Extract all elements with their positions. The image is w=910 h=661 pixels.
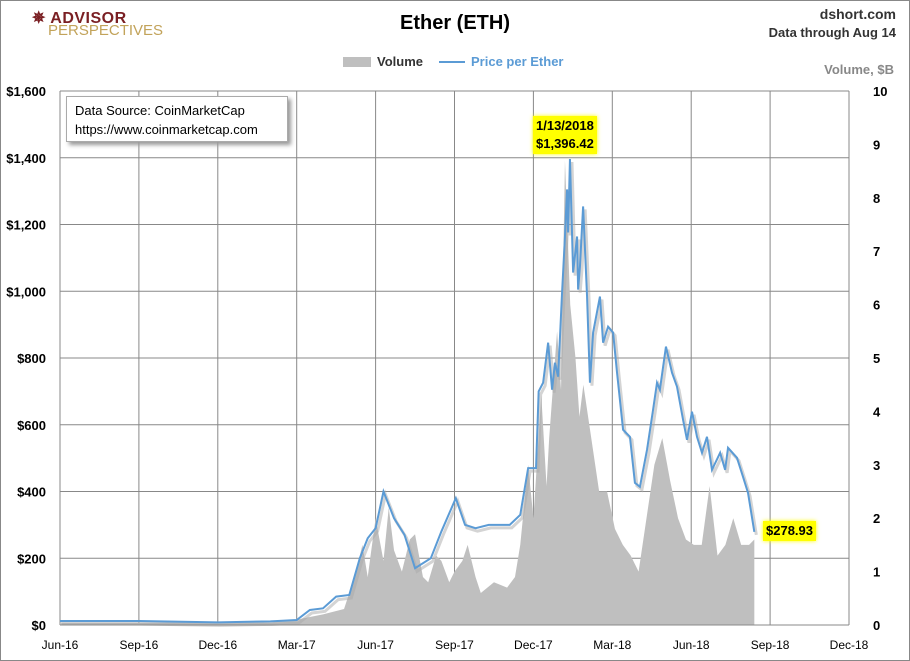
left-tick-label: $1,600 bbox=[6, 84, 46, 99]
left-tick-label: $1,000 bbox=[6, 284, 46, 299]
left-tick-label: $1,400 bbox=[6, 151, 46, 166]
site-name: dshort.com bbox=[819, 6, 896, 22]
legend: Volume Price per Ether bbox=[343, 54, 564, 69]
last-price-annotation: $278.93 bbox=[763, 521, 816, 541]
x-tick-label: Sep-17 bbox=[435, 638, 474, 652]
peak-annotation: 1/13/2018 $1,396.42 bbox=[533, 116, 597, 154]
right-tick-label: 1 bbox=[873, 565, 880, 580]
x-tick-label: Dec-16 bbox=[198, 638, 237, 652]
compass-icon: ✵ bbox=[32, 10, 46, 27]
left-tick-label: $800 bbox=[17, 351, 46, 366]
left-tick-label: $400 bbox=[17, 485, 46, 500]
x-tick-label: Sep-16 bbox=[120, 638, 159, 652]
right-axis-title: Volume, $B bbox=[824, 62, 894, 77]
x-tick-label: Jun-18 bbox=[673, 638, 710, 652]
right-tick-label: 3 bbox=[873, 458, 880, 473]
source-line-1: Data Source: CoinMarketCap bbox=[75, 103, 245, 118]
left-tick-label: $1,200 bbox=[6, 218, 46, 233]
left-tick-label: $200 bbox=[17, 551, 46, 566]
chart-title: Ether (ETH) bbox=[400, 12, 510, 34]
logo-perspectives: PERSPECTIVES bbox=[48, 22, 164, 39]
legend-price-label: Price per Ether bbox=[471, 54, 564, 69]
right-tick-label: 9 bbox=[873, 137, 880, 152]
x-tick-label: Jun-16 bbox=[42, 638, 79, 652]
price-line bbox=[60, 159, 756, 624]
x-tick-label: Dec-17 bbox=[514, 638, 553, 652]
right-tick-label: 5 bbox=[873, 351, 880, 366]
logo-text-1: ADVISOR bbox=[50, 10, 127, 27]
x-tick-label: Mar-17 bbox=[278, 638, 316, 652]
right-tick-label: 4 bbox=[873, 404, 881, 419]
peak-price: $1,396.42 bbox=[536, 136, 594, 151]
legend-price-swatch bbox=[439, 60, 465, 63]
peak-date: 1/13/2018 bbox=[536, 118, 594, 133]
source-line-2: https://www.coinmarketcap.com bbox=[75, 122, 258, 137]
left-tick-label: $0 bbox=[32, 618, 46, 633]
legend-volume-label: Volume bbox=[377, 54, 423, 69]
right-tick-label: 6 bbox=[873, 298, 880, 313]
right-tick-label: 10 bbox=[873, 84, 887, 99]
logo-advisor: ✵ ADVISOR bbox=[32, 8, 127, 28]
left-tick-label: $600 bbox=[17, 418, 46, 433]
data-source-box: Data Source: CoinMarketCap https://www.c… bbox=[66, 96, 288, 142]
volume-area bbox=[60, 160, 755, 626]
right-tick-label: 0 bbox=[873, 618, 880, 633]
x-tick-label: Mar-18 bbox=[593, 638, 631, 652]
right-tick-label: 2 bbox=[873, 511, 880, 526]
x-tick-label: Jun-17 bbox=[357, 638, 394, 652]
x-tick-label: Dec-18 bbox=[830, 638, 869, 652]
right-tick-label: 8 bbox=[873, 191, 880, 206]
x-tick-label: Sep-18 bbox=[751, 638, 790, 652]
legend-volume-swatch bbox=[343, 56, 371, 67]
data-through: Data through Aug 14 bbox=[768, 25, 896, 40]
right-tick-label: 7 bbox=[873, 244, 880, 259]
